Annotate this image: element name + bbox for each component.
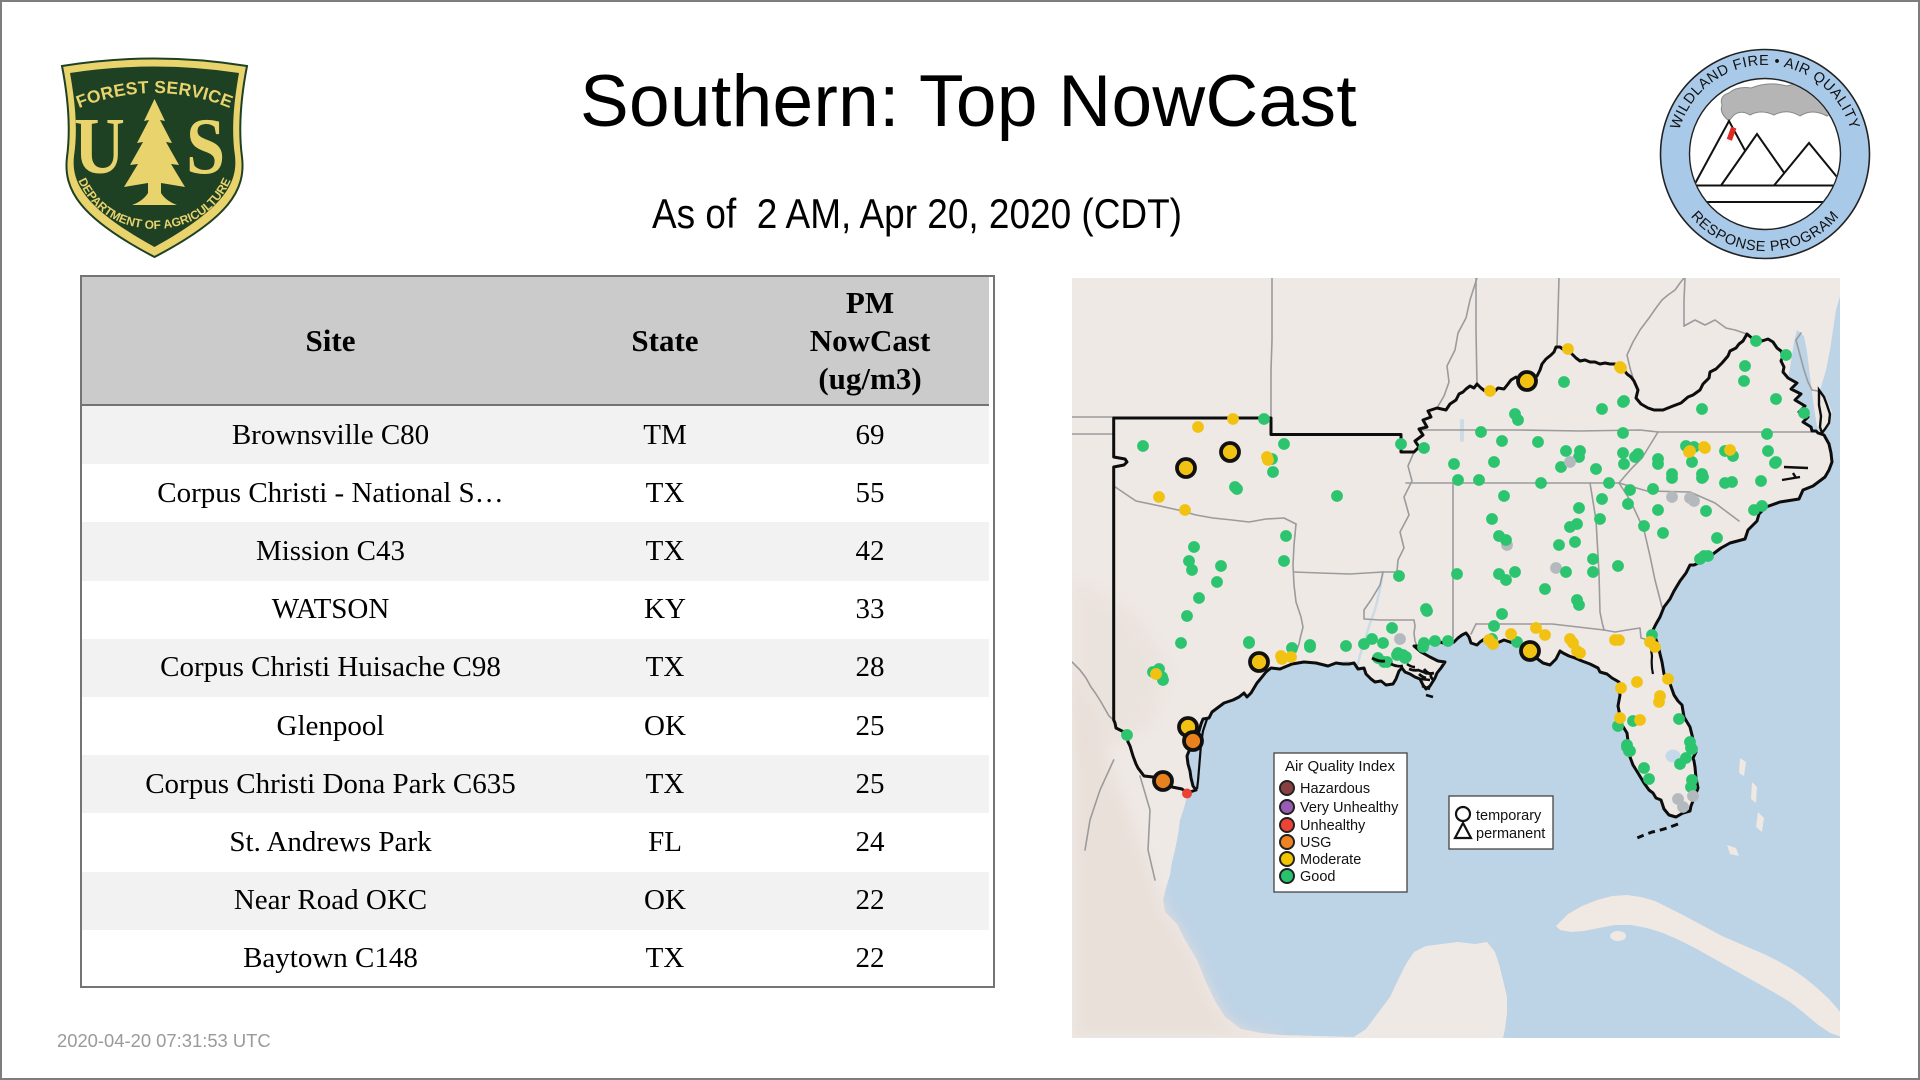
svg-text:permanent: permanent bbox=[1476, 826, 1545, 842]
svg-text:Hazardous: Hazardous bbox=[1300, 781, 1370, 797]
svg-text:USG: USG bbox=[1300, 835, 1331, 851]
svg-text:U: U bbox=[74, 103, 125, 191]
svg-text:temporary: temporary bbox=[1476, 808, 1542, 824]
svg-text:S: S bbox=[186, 103, 225, 191]
svg-text:Good: Good bbox=[1300, 869, 1335, 885]
svg-text:Air Quality Index: Air Quality Index bbox=[1285, 758, 1396, 775]
svg-text:Unhealthy: Unhealthy bbox=[1300, 818, 1366, 834]
svg-text:Moderate: Moderate bbox=[1300, 852, 1361, 868]
svg-text:Very Unhealthy: Very Unhealthy bbox=[1300, 800, 1399, 816]
